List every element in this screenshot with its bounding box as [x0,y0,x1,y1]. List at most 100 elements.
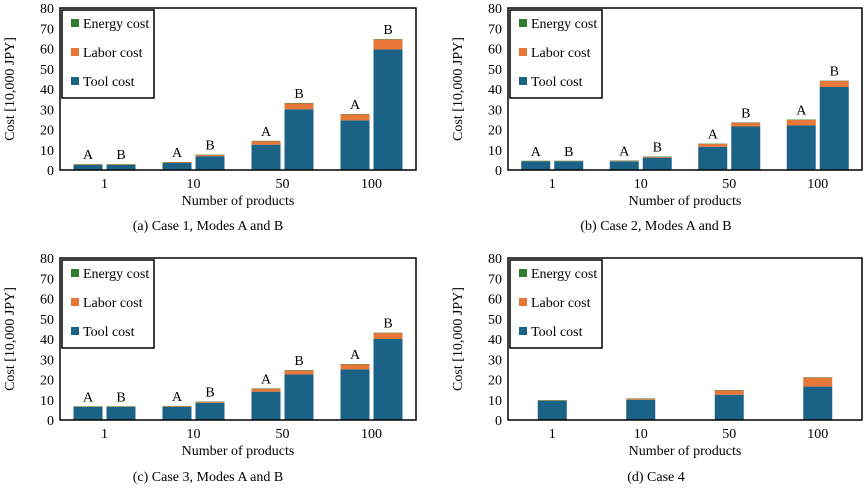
legend-swatch-energy-cost [71,19,79,27]
legend-swatch-energy-cost [71,269,79,277]
bar-segment-tool-cost [374,339,403,420]
y-tick-label: 70 [488,272,502,287]
y-tick-label: 10 [40,144,54,159]
bar-mode-label: B [741,106,750,121]
bar-mode-label: A [172,390,183,405]
caption-c: (c) Case 3, Modes A and B [133,470,283,486]
bar-segment-labor-cost [787,120,816,126]
legend-label: Energy cost [531,267,597,282]
legend-label: Labor cost [531,46,591,61]
legend-label: Tool cost [83,325,135,340]
y-tick-label: 70 [488,22,502,37]
bar-mode-label: A [261,372,272,387]
x-axis-title: Number of products [629,444,742,459]
bar-segment-tool-cost [74,407,103,420]
bar-segment-tool-cost [107,165,136,170]
bar-mode-label: B [653,141,662,156]
bar-segment-tool-cost [626,400,655,420]
legend-swatch-labor-cost [71,48,79,56]
y-axis-title: Cost [10,000 JPY] [451,287,466,391]
y-axis-title: Cost [10,000 JPY] [3,287,18,391]
y-tick-label: 0 [495,414,502,429]
y-tick-label: 20 [488,374,502,389]
legend-label: Labor cost [531,296,591,311]
bar-segment-labor-cost [803,377,832,386]
bar-segment-tool-cost [554,161,583,170]
y-tick-label: 30 [40,103,54,118]
legend-swatch-tool-cost [519,327,527,335]
bar-segment-labor-cost [252,389,281,392]
x-tick-label: 10 [187,177,201,192]
bar-segment-labor-cost [285,370,314,374]
x-tick-label: 50 [276,427,290,442]
y-tick-label: 80 [40,252,54,267]
y-tick-label: 30 [40,353,54,368]
x-tick-label: 10 [187,427,201,442]
bar-segment-tool-cost [196,156,225,170]
legend-label: Labor cost [83,296,143,311]
bar-segment-labor-cost [698,144,727,147]
y-tick-label: 40 [488,83,502,98]
bar-segment-tool-cost [803,387,832,420]
legend-swatch-labor-cost [519,48,527,56]
bar-segment-tool-cost [521,161,550,170]
y-axis-title: Cost [10,000 JPY] [3,37,18,141]
bar-segment-tool-cost [285,374,314,420]
legend-label: Energy cost [83,267,149,282]
y-tick-label: 20 [40,124,54,139]
bar-mode-label: A [261,125,272,140]
legend-swatch-tool-cost [71,77,79,85]
y-tick-label: 80 [488,2,502,17]
y-tick-label: 60 [488,293,502,308]
x-tick-label: 10 [634,177,648,192]
x-axis-title: Number of products [629,194,742,209]
y-tick-label: 80 [488,252,502,267]
bar-segment-tool-cost [252,145,281,170]
bar-segment-tool-cost [252,392,281,420]
bar-mode-label: A [350,348,361,363]
legend-swatch-energy-cost [519,19,527,27]
bar-mode-label: B [294,354,303,369]
bar-segment-tool-cost [820,87,849,170]
x-tick-label: 10 [634,427,648,442]
bar-mode-label: B [205,139,214,154]
legend-label: Tool cost [531,325,583,340]
bar-mode-label: A [83,148,94,163]
y-tick-label: 10 [40,394,54,409]
y-tick-label: 0 [47,414,54,429]
caption-d: (d) Case 4 [627,470,685,486]
y-tick-label: 50 [488,313,502,328]
bar-mode-label: B [564,145,573,160]
y-tick-label: 50 [488,63,502,78]
bar-segment-labor-cost [252,141,281,145]
bar-segment-tool-cost [643,158,672,170]
legend-label: Energy cost [83,17,149,32]
bar-segment-tool-cost [731,126,760,170]
bar-segment-tool-cost [163,407,192,420]
x-tick-label: 1 [101,427,108,442]
y-tick-label: 60 [488,43,502,58]
bar-segment-tool-cost [787,125,816,170]
legend-swatch-energy-cost [519,269,527,277]
y-tick-label: 80 [40,2,54,17]
bar-mode-label: B [205,386,214,401]
caption-a: (a) Case 1, Modes A and B [133,219,283,235]
bar-segment-tool-cost [163,163,192,170]
x-tick-label: 1 [549,177,556,192]
bar-segment-labor-cost [715,390,744,394]
y-tick-label: 60 [40,293,54,308]
caption-b: (b) Case 2, Modes A and B [580,219,731,235]
y-tick-label: 30 [488,103,502,118]
legend-label: Tool cost [531,75,583,90]
bar-mode-label: B [116,390,125,405]
x-tick-label: 1 [549,427,556,442]
legend-label: Labor cost [83,46,143,61]
bar-segment-labor-cost [341,114,370,120]
y-tick-label: 50 [40,313,54,328]
y-tick-label: 50 [40,63,54,78]
y-tick-label: 0 [47,164,54,179]
y-tick-label: 70 [40,22,54,37]
